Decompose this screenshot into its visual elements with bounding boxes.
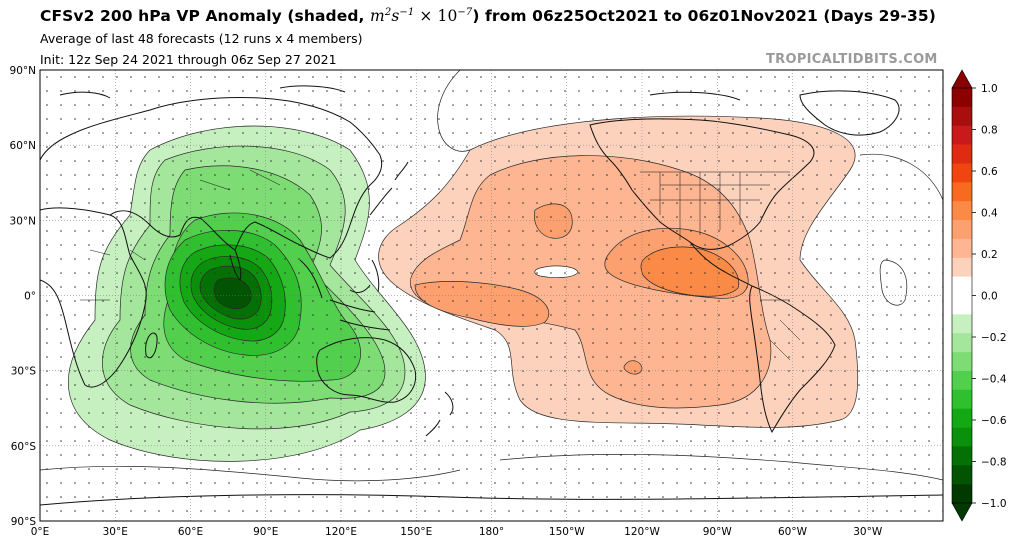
- brand-watermark: TROPICALTIDBITS.COM: [766, 52, 938, 67]
- longitude-label: 90°E: [253, 526, 278, 538]
- colorbar-tick-label: 0.6: [981, 166, 998, 178]
- latitude-label: 90°N: [10, 65, 36, 77]
- colorbar-tick-label: 0.4: [981, 208, 998, 220]
- colorbar-segment: [952, 182, 972, 202]
- title-suffix: ) from 06z25Oct2021 to 06z01Nov2021 (Day…: [472, 7, 936, 26]
- title-prefix: CFSv2 200 hPa VP Anomaly (shaded,: [40, 7, 371, 26]
- colorbar-tick-label: −0.6: [981, 415, 1007, 427]
- longitude-label: 120°E: [325, 526, 357, 538]
- colorbar-tick-label: −0.8: [981, 457, 1007, 469]
- longitude-label: 60°W: [778, 526, 808, 538]
- colorbar-segment: [952, 389, 972, 409]
- longitude-labels: 0°E 30°E 60°E 90°E 120°E 150°E 180° 150°W 120°W 9…: [31, 526, 883, 538]
- map-frame: [39, 69, 944, 522]
- colorbar-tick-label: 0.0: [981, 291, 998, 303]
- colorbar-tick-label: −0.4: [981, 374, 1007, 386]
- colorbar-segment: [952, 446, 972, 466]
- latitude-label: 90°S: [11, 516, 37, 528]
- colorbar-max-arrow: [951, 69, 973, 89]
- latitude-label: 30°S: [11, 366, 37, 378]
- colorbar-tick-label: 0.2: [981, 249, 998, 261]
- longitude-label: 120°W: [624, 526, 660, 538]
- colorbar-segment: [952, 144, 972, 164]
- colorbar-segment: [952, 257, 972, 277]
- colorbar-segment: [952, 125, 972, 145]
- init-subtitle: Init: 12z Sep 24 2021 through 06z Sep 27…: [40, 52, 337, 67]
- colorbar-segment: [952, 370, 972, 391]
- longitude-label: 60°E: [178, 526, 203, 538]
- colorbar-segment: [952, 333, 972, 353]
- colorbar-segment: [952, 220, 972, 240]
- colorbar-segment: [952, 163, 972, 183]
- colorbar-tick-label: −0.2: [981, 332, 1007, 344]
- colorbar-tick-label: −1.0: [981, 498, 1007, 510]
- colorbar-segment: [952, 484, 972, 504]
- colorbar-segment: [952, 201, 972, 221]
- longitude-label: 90°W: [703, 526, 733, 538]
- colorbar-segment: [952, 276, 972, 296]
- colorbar-segment: [952, 295, 972, 315]
- longitude-label: 30°E: [103, 526, 128, 538]
- title-units: m2s−1 × 10−7: [370, 7, 473, 26]
- colorbar-segment: [952, 88, 972, 108]
- map-layers: [40, 70, 943, 521]
- colorbar-segment: [952, 106, 972, 127]
- colorbar-segment: [952, 408, 972, 428]
- longitude-label: 150°E: [400, 526, 432, 538]
- colorbar-min-arrow: [951, 502, 973, 522]
- colorbar-segment: [952, 465, 972, 485]
- colorbar-segment: [952, 352, 972, 372]
- latitude-label: 30°N: [10, 215, 36, 227]
- latitude-labels: 90°N 60°N 30°N 0° 30°S 60°S 90°S: [10, 65, 37, 528]
- latitude-label: 60°S: [11, 441, 37, 453]
- chart-title: CFSv2 200 hPa VP Anomaly (shaded, m2s−1 …: [40, 7, 936, 25]
- colorbar-segment: [952, 427, 972, 447]
- colorbar-segment: [952, 238, 972, 259]
- colorbar: 1.0 0.8 0.6 0.4 0.2 0.0 −0.2 −0.4 −0.6 −0.8 −1.0: [951, 69, 1007, 522]
- latitude-label: 0°: [24, 291, 36, 303]
- forecast-subtitle: Average of last 48 forecasts (12 runs x …: [40, 31, 363, 46]
- colorbar-segment: [952, 314, 972, 334]
- longitude-label: 0°E: [31, 526, 50, 538]
- longitude-label: 150°W: [549, 526, 585, 538]
- longitude-label: 30°W: [853, 526, 883, 538]
- longitude-label: 180°: [479, 526, 504, 538]
- colorbar-tick-label: 0.8: [981, 125, 998, 137]
- latitude-label: 60°N: [10, 140, 36, 152]
- graticule: [40, 70, 943, 521]
- colorbar-tick-label: 1.0: [981, 83, 998, 95]
